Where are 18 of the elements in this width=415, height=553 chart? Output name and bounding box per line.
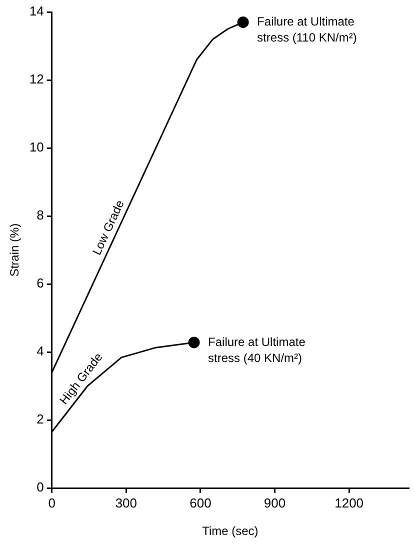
y-tick-label: 2 bbox=[36, 412, 44, 427]
y-tick-label: 6 bbox=[36, 276, 44, 291]
y-tick-label: 14 bbox=[29, 4, 44, 19]
y-tick-label: 10 bbox=[29, 140, 44, 155]
x-tick-label: 300 bbox=[115, 495, 138, 510]
annotation: Failure at Ultimate stress (40 KN/m²) bbox=[208, 334, 306, 365]
text: Low Grade bbox=[90, 198, 128, 258]
y-tick-label: 0 bbox=[36, 480, 44, 495]
x-tick-label: 600 bbox=[190, 495, 212, 510]
annotation: Failure at Ultimate stress (110 KN/m²) bbox=[257, 14, 357, 45]
x-tick-label: 1200 bbox=[334, 495, 364, 510]
x-tick-label: 0 bbox=[48, 495, 56, 510]
y-tick-label: 12 bbox=[29, 72, 44, 87]
y-axis-title: Strain (%) bbox=[8, 223, 22, 277]
x-axis-title: Time (sec) bbox=[202, 524, 258, 538]
x-tick-label: 900 bbox=[264, 495, 286, 510]
y-tick-label: 8 bbox=[36, 208, 44, 223]
y-tick-label: 4 bbox=[36, 344, 44, 359]
